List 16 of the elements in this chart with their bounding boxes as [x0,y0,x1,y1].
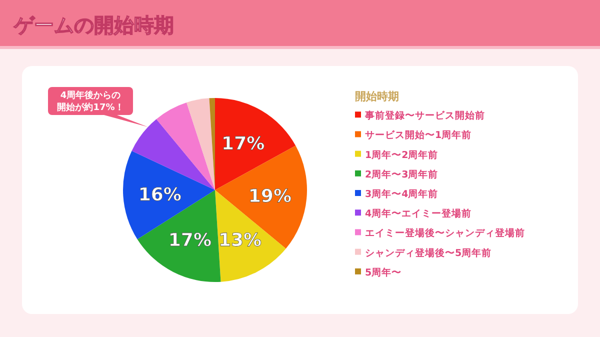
legend-label: 5周年〜 [365,266,402,278]
legend-label: エイミー登場後〜シャンディ登場前 [365,227,525,240]
callout: 4周年後からの開始が約17%！ [48,87,148,127]
data-label: 17% [168,230,212,252]
data-label: 19% [248,186,292,208]
legend-label: 事前登録〜サービス開始前 [364,110,485,122]
legend-label: 1周年〜2周年前 [365,148,438,161]
data-label: 13% [218,230,262,252]
legend-label: 3周年〜4周年前 [365,188,438,200]
legend-label: 4周年〜エイミー登場前 [365,208,472,220]
legend-title: 開始時期 [355,90,399,103]
legend-label: 2周年〜3周年前 [365,168,438,180]
data-label: 17% [222,133,265,154]
legend-label: シャンディ登場後〜5周年前 [365,246,492,259]
data-label: 16% [138,184,182,206]
legend-label: サービス開始〜1周年前 [365,129,472,142]
